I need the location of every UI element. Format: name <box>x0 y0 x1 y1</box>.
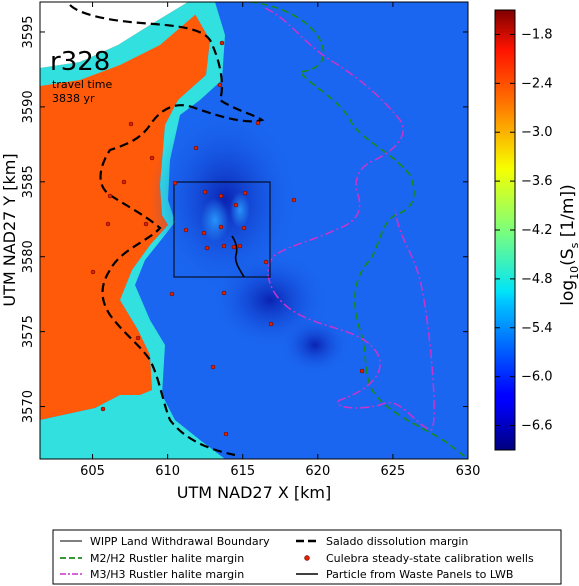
x-tick-label: 605 <box>80 464 105 479</box>
legend-label-salado-margin: Salado dissolution margin <box>326 535 468 548</box>
x-tick-label: 630 <box>456 464 481 479</box>
x-tick-label: 620 <box>305 464 330 479</box>
legend-label-m3-margin: M3/H3 Rustler halite margin <box>90 568 244 581</box>
legend: WIPP Land Withdrawal Boundary M2/H2 Rust… <box>52 529 562 585</box>
particle-path <box>231 235 245 278</box>
well-marker <box>218 193 224 199</box>
colorbar-tick-label: −1.8 <box>521 27 553 42</box>
y-axis: 3570 3575 3580 3585 3590 3595 <box>21 15 468 423</box>
well-marker <box>204 245 210 251</box>
colorbar-tick-label: −2.4 <box>521 76 553 91</box>
x-tick-label: 610 <box>155 464 180 479</box>
well-marker <box>143 221 149 227</box>
x-tick-label: 625 <box>380 464 405 479</box>
field-light-zone <box>201 198 229 242</box>
field-region-cyan-top <box>40 2 196 86</box>
well-marker <box>135 335 141 341</box>
run-label: r328 <box>50 47 110 77</box>
field-region-orange <box>40 2 210 420</box>
colorbar-tick-label: −5.4 <box>521 321 553 336</box>
well-marker <box>237 243 243 249</box>
x-axis-title: UTM NAD27 X [km] <box>177 483 331 502</box>
wipp-land-withdrawal-boundary <box>173 181 271 278</box>
x-axis: 605 610 615 620 625 630 <box>80 2 480 479</box>
y-tick-label: 3575 <box>21 315 36 348</box>
well-marker <box>359 368 365 374</box>
x-tick-label: 615 <box>230 464 255 479</box>
well-marker <box>202 189 208 195</box>
plot-frame <box>39 1 469 460</box>
m2-halite-margin <box>249 2 468 459</box>
colorbar-ticks: −1.8 −2.4 −3.0 −3.6 −4.2 −4.8 −5.4 −6.0 −6.6 <box>495 27 553 434</box>
map-panel <box>40 2 468 459</box>
colorbar: −1.8 −2.4 −3.0 −3.6 −4.2 −4.8 −5.4 −6.0 −6.6 log… <box>494 9 579 451</box>
field-light-zone <box>230 192 250 228</box>
y-tick-label: 3590 <box>21 90 36 123</box>
well-marker <box>128 121 134 127</box>
well-marker <box>218 224 224 230</box>
colorbar-title: log10(Ss [1/m]) <box>558 184 579 306</box>
no-data-region <box>40 2 188 68</box>
well-marker <box>221 290 227 296</box>
legend-swatch-wells <box>304 555 310 561</box>
legend-label-wells: Culebra steady-state calibration wells <box>326 552 534 565</box>
y-tick-label: 3585 <box>21 165 36 198</box>
field-low-zone <box>280 315 350 375</box>
well-marker <box>221 243 227 249</box>
y-tick-label: 3580 <box>21 240 36 273</box>
colorbar-tick-label: −4.2 <box>521 223 553 238</box>
colorbar-tick-label: −3.6 <box>521 174 553 189</box>
well-marker <box>183 227 189 233</box>
well-marker <box>219 40 225 46</box>
well-marker <box>201 230 207 236</box>
well-marker <box>233 202 239 208</box>
field-region-cyan <box>40 2 225 459</box>
well-marker <box>149 155 155 161</box>
legend-label-particle: Particle from Waste Panels to LWB <box>326 568 513 581</box>
well-marker <box>210 364 216 370</box>
y-tick-label: 3570 <box>21 390 36 423</box>
y-tick-label: 3595 <box>21 15 36 48</box>
salado-dissolution-margin <box>69 4 265 457</box>
colorbar-tick-label: −6.6 <box>521 419 553 434</box>
colorbar-tick-label: −4.8 <box>521 272 553 287</box>
legend-label-wipp-boundary: WIPP Land Withdrawal Boundary <box>90 535 270 548</box>
well-marker <box>241 225 247 231</box>
well-marker <box>169 291 175 297</box>
travel-time-label: travel time <box>52 78 112 91</box>
well-marker <box>107 193 113 199</box>
well-marker <box>291 197 297 203</box>
well-marker <box>268 321 274 327</box>
well-marker <box>90 269 96 275</box>
well-marker <box>217 82 223 88</box>
well-marker <box>172 180 178 186</box>
well-marker <box>223 431 229 437</box>
well-marker <box>121 179 127 185</box>
m3-halite-margin <box>264 7 435 431</box>
field-low-zone <box>150 105 300 295</box>
calibration-wells <box>90 40 365 437</box>
well-marker <box>231 244 237 250</box>
legend-label-m2-margin: M2/H2 Rustler halite margin <box>90 552 244 565</box>
y-axis-title: UTM NAD27 Y [km] <box>0 153 19 306</box>
well-marker <box>193 145 199 151</box>
colorbar-tick-label: −6.0 <box>521 370 553 385</box>
well-marker <box>242 190 248 196</box>
colorbar-tick-label: −3.0 <box>521 125 553 140</box>
well-marker <box>105 221 111 227</box>
well-marker <box>255 120 261 126</box>
well-marker <box>263 259 269 265</box>
well-marker <box>100 406 106 412</box>
travel-time-value: 3838 yr <box>52 92 95 105</box>
